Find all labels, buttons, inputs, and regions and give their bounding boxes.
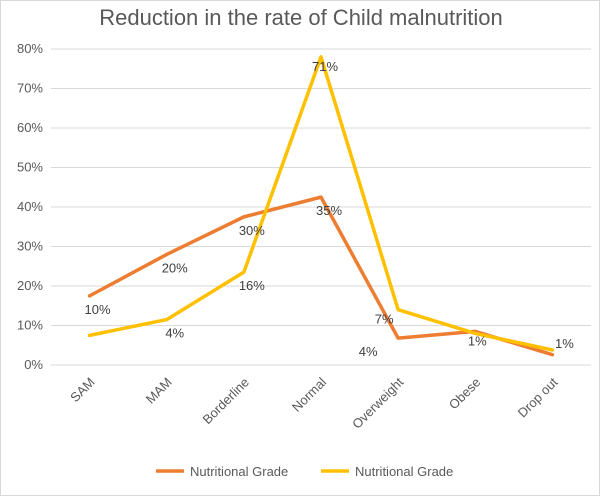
x-tick-label: Drop out <box>515 374 561 420</box>
data-label: 7% <box>375 312 394 327</box>
data-label: 35% <box>316 203 342 218</box>
data-label: 20% <box>162 260 188 275</box>
data-point <box>396 336 400 340</box>
data-label: 10% <box>85 302 111 317</box>
data-label: 71% <box>312 59 338 74</box>
x-tick-label: Overweight <box>349 374 406 431</box>
x-tick-label: Obese <box>446 375 484 413</box>
data-point <box>550 353 554 357</box>
data-point <box>242 270 246 274</box>
y-tick-label: 40% <box>17 199 43 214</box>
y-tick-label: 80% <box>17 41 43 56</box>
data-label: 4% <box>359 344 378 359</box>
data-label: 4% <box>165 326 184 341</box>
data-point <box>88 294 92 298</box>
data-point <box>396 308 400 312</box>
data-label: 1% <box>468 333 487 348</box>
x-tick-label: SAM <box>67 375 98 406</box>
y-tick-label: 20% <box>17 278 43 293</box>
chart-title: Reduction in the rate of Child malnutrit… <box>99 5 503 30</box>
data-label: 30% <box>239 223 265 238</box>
data-point <box>165 318 169 322</box>
x-tick-label: MAM <box>143 375 175 407</box>
y-tick-label: 0% <box>24 357 43 372</box>
series-line <box>87 195 555 357</box>
y-tick-label: 70% <box>17 81 43 96</box>
data-point <box>473 331 477 335</box>
data-label: 16% <box>239 278 265 293</box>
legend-label: Nutritional Grade <box>355 464 453 479</box>
data-point <box>242 215 246 219</box>
y-tick-label: 30% <box>17 239 43 254</box>
data-label: 1% <box>555 336 574 351</box>
x-tick-label: Normal <box>289 374 329 414</box>
data-point <box>319 195 323 199</box>
y-tick-label: 60% <box>17 120 43 135</box>
data-point <box>165 252 169 256</box>
data-point <box>550 348 554 352</box>
y-tick-label: 50% <box>17 160 43 175</box>
data-point <box>319 55 323 59</box>
x-tick-label: Borderline <box>199 375 252 428</box>
data-point <box>88 333 92 337</box>
y-tick-label: 10% <box>17 318 43 333</box>
legend-label: Nutritional Grade <box>190 464 288 479</box>
